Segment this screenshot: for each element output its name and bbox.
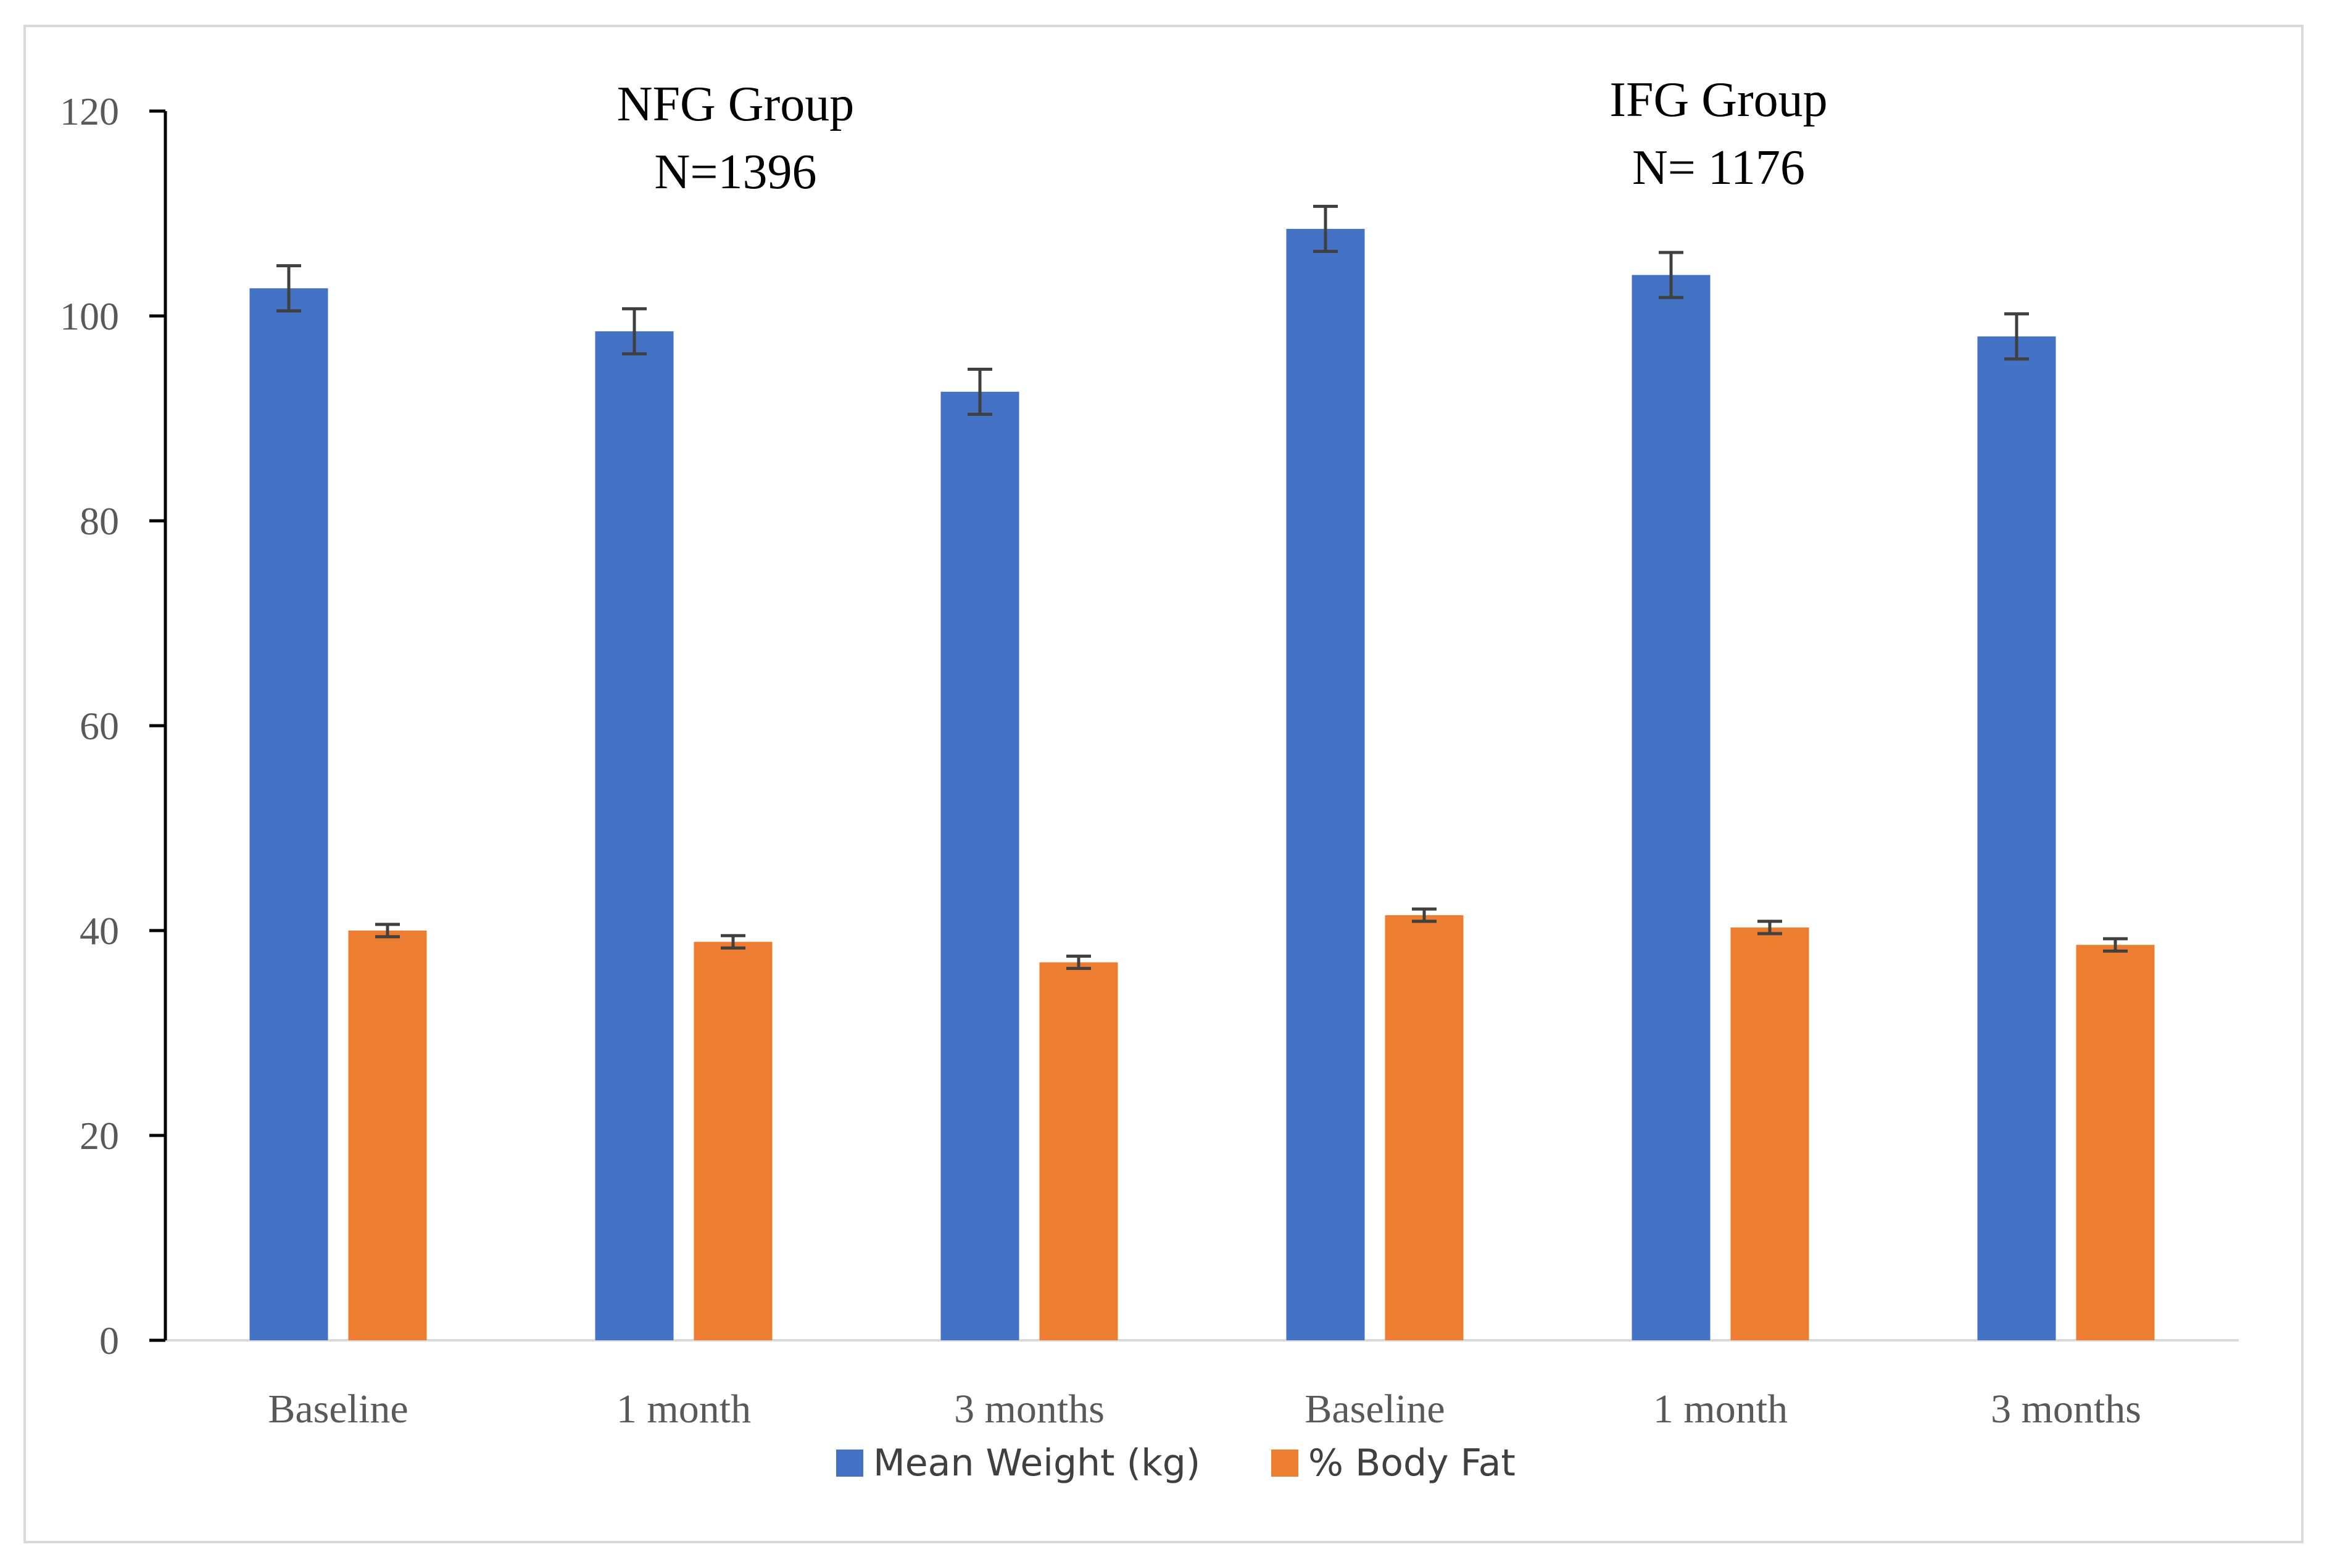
group-n: N= 1176 bbox=[1632, 141, 1805, 195]
bar-body-fat bbox=[694, 942, 773, 1340]
bar-body-fat bbox=[1039, 962, 1118, 1340]
x-tick-label: 1 month bbox=[1653, 1387, 1788, 1432]
x-tick-label: Baseline bbox=[268, 1387, 408, 1432]
legend-swatch-body-fat bbox=[1271, 1450, 1298, 1477]
x-tick-label: 3 months bbox=[954, 1387, 1105, 1432]
y-tick-label: 80 bbox=[80, 499, 119, 543]
group-n: N=1396 bbox=[655, 145, 817, 199]
group-title: IFG Group bbox=[1609, 73, 1827, 127]
y-tick-label: 120 bbox=[60, 89, 119, 133]
x-tick-label: 1 month bbox=[616, 1387, 751, 1432]
bar-body-fat bbox=[1730, 927, 1809, 1340]
y-tick-label: 0 bbox=[99, 1319, 119, 1363]
bar-mean-weight bbox=[249, 288, 328, 1341]
bar-body-fat bbox=[2076, 945, 2155, 1340]
y-tick-label: 40 bbox=[80, 909, 119, 953]
bar-mean-weight bbox=[1286, 228, 1365, 1340]
x-tick-label: Baseline bbox=[1305, 1387, 1445, 1432]
x-tick-label: 3 months bbox=[1991, 1387, 2141, 1432]
legend-label-body-fat: % Body Fat bbox=[1308, 1441, 1516, 1485]
bar-mean-weight bbox=[940, 391, 1019, 1340]
group-title: NFG Group bbox=[617, 77, 854, 131]
y-tick-label: 60 bbox=[80, 704, 119, 748]
bar-body-fat bbox=[1385, 915, 1464, 1340]
bar-mean-weight bbox=[1977, 336, 2056, 1341]
legend-label-mean-weight: Mean Weight (kg) bbox=[873, 1441, 1200, 1485]
bar-body-fat bbox=[348, 931, 427, 1340]
y-tick-label: 100 bbox=[60, 294, 119, 338]
bar-mean-weight bbox=[1632, 275, 1711, 1341]
bar-mean-weight bbox=[595, 331, 674, 1340]
y-tick-label: 20 bbox=[80, 1114, 119, 1158]
legend-swatch-mean-weight bbox=[836, 1450, 863, 1477]
